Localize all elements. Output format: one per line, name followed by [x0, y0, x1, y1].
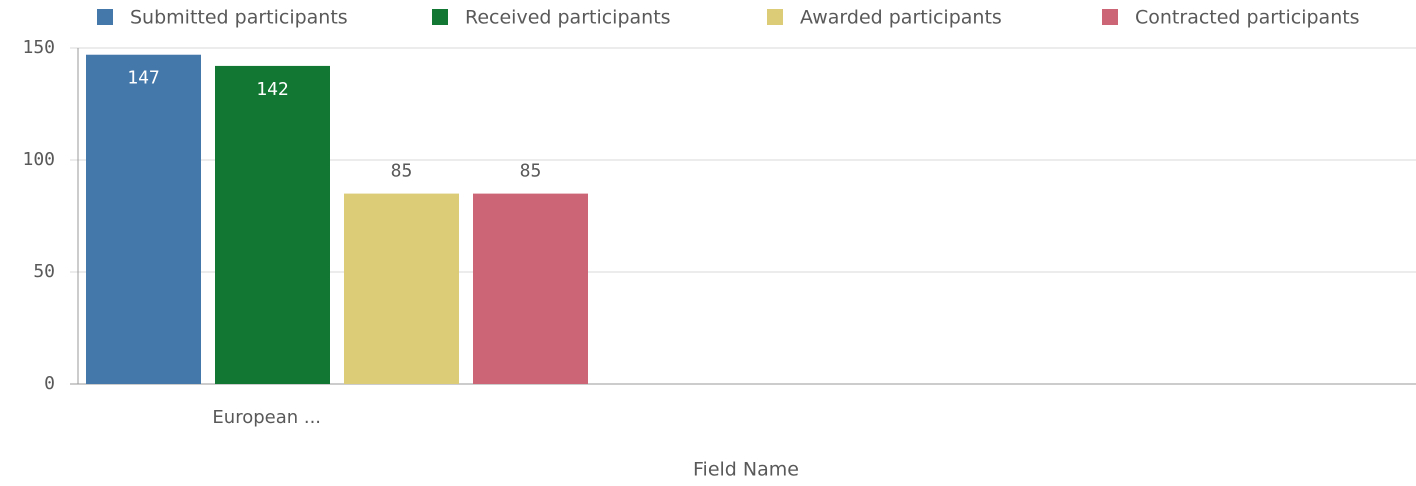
- legend-label: Contracted participants: [1135, 7, 1360, 29]
- data-label: 85: [391, 161, 413, 182]
- legend-label: Received participants: [465, 7, 671, 29]
- legend-label: Awarded participants: [800, 7, 1002, 29]
- legend-swatch: [432, 9, 448, 25]
- legend-swatch: [767, 9, 783, 25]
- bar: [344, 193, 459, 384]
- legend-label: Submitted participants: [130, 7, 348, 29]
- y-tick-label: 0: [44, 373, 55, 394]
- bar: [215, 65, 330, 385]
- legend-swatch: [1102, 9, 1118, 25]
- y-tick-label: 50: [33, 261, 55, 282]
- y-tick-label: 150: [22, 37, 55, 58]
- bar: [473, 193, 588, 384]
- x-axis-title: Field Name: [693, 459, 799, 481]
- y-tick-label: 100: [22, 149, 55, 170]
- data-label: 85: [520, 161, 542, 182]
- legend-swatch: [97, 9, 113, 25]
- data-label: 147: [127, 68, 160, 89]
- data-label: 142: [256, 79, 289, 100]
- x-tick-label: European ...: [212, 407, 321, 428]
- bar: [86, 54, 201, 384]
